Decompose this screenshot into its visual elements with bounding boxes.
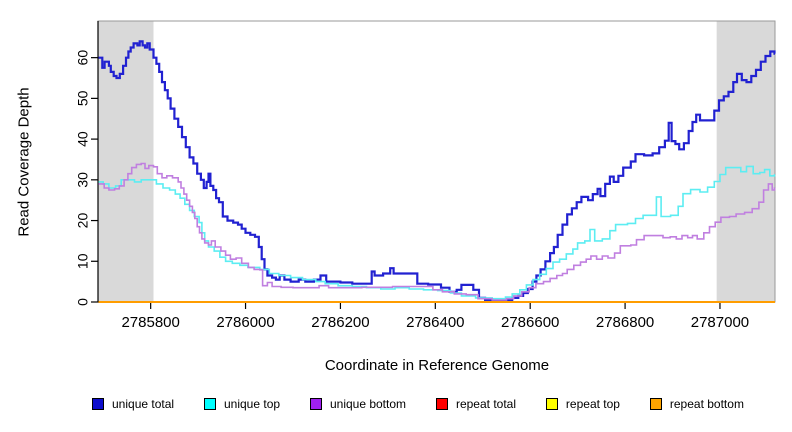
x-tick-label: 2786800 xyxy=(596,314,654,331)
y-tick-label: 20 xyxy=(75,213,91,229)
y-tick-label: 10 xyxy=(75,253,91,269)
legend-label: unique bottom xyxy=(329,397,407,411)
y-tick-label: 60 xyxy=(75,50,91,66)
legend-swatch-unique-top xyxy=(203,398,216,410)
series-unique-total xyxy=(98,40,776,302)
x-tick-label: 2786600 xyxy=(501,314,559,331)
plot-area: 0 10 20 30 40 50 60 2785800 2786000 2786200 278640… xyxy=(75,20,776,331)
y-tick-label: 40 xyxy=(75,131,91,147)
legend: unique total unique top unique bottom repea… xyxy=(92,397,744,411)
legend-item-unique-top: unique top xyxy=(203,397,281,411)
x-tick-label: 2786200 xyxy=(311,314,369,331)
legend-swatch-unique-total xyxy=(92,398,104,410)
series-unique-bottom xyxy=(98,162,776,301)
legend-label: repeat top xyxy=(565,397,620,411)
shaded-region xyxy=(716,21,775,302)
legend-item-unique-total: unique total xyxy=(92,397,174,411)
x-tick-label: 2786000 xyxy=(216,314,274,331)
y-tick-label: 50 xyxy=(75,90,91,106)
legend-swatch-repeat-total xyxy=(435,398,448,410)
plot-border xyxy=(97,20,776,303)
legend-item-repeat-bottom: repeat bottom xyxy=(649,397,744,411)
legend-label: repeat total xyxy=(455,397,516,411)
legend-label: unique total xyxy=(112,397,175,411)
y-tick-label: 0 xyxy=(75,298,91,306)
y-tick-label: 30 xyxy=(75,172,91,188)
legend-swatch-repeat-top xyxy=(545,398,558,410)
legend-item-repeat-top: repeat top xyxy=(545,397,620,411)
x-axis-title: Coordinate in Reference Genome xyxy=(324,357,550,374)
shaded-region xyxy=(98,21,154,302)
x-tick-label: 2785800 xyxy=(121,314,179,331)
x-tick-label: 2786400 xyxy=(406,314,464,331)
y-axis-title: Read Coverage Depth xyxy=(15,87,33,237)
legend-item-repeat-total: repeat total xyxy=(435,397,516,411)
legend-label: repeat bottom xyxy=(669,397,744,411)
legend-label: unique top xyxy=(223,397,281,411)
legend-swatch-repeat-bottom xyxy=(649,398,662,410)
x-tick-label: 2787000 xyxy=(691,314,749,331)
legend-item-unique-bottom: unique bottom xyxy=(309,397,407,411)
legend-swatch-unique-bottom xyxy=(309,398,322,410)
